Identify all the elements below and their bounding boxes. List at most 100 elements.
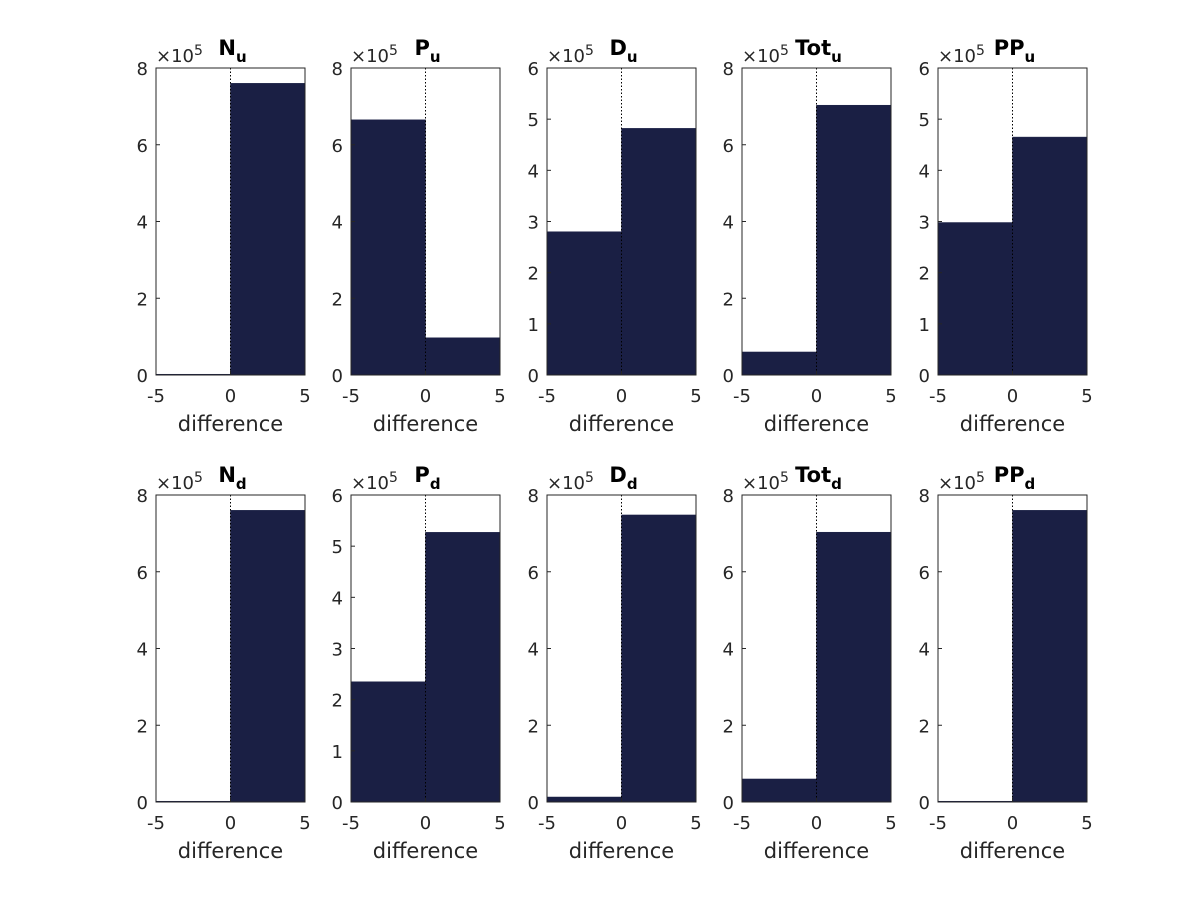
subplot-title-main: N bbox=[218, 36, 236, 60]
y-tick-label: 2 bbox=[723, 289, 734, 310]
y-tick-label: 0 bbox=[919, 793, 930, 814]
y-tick-label: 6 bbox=[137, 136, 148, 157]
x-tick-label: 5 bbox=[690, 386, 701, 407]
y-tick-label: 6 bbox=[723, 563, 734, 584]
y-tick-label: 4 bbox=[528, 640, 539, 661]
x-axis-label: difference bbox=[960, 839, 1065, 863]
y-multiplier-base: ×10 bbox=[742, 473, 780, 494]
y-multiplier-base: ×10 bbox=[351, 473, 389, 494]
subplot-title: Dd bbox=[609, 463, 637, 493]
y-tick-label: 0 bbox=[137, 793, 148, 814]
subplot-title-subscript: u bbox=[1025, 48, 1036, 66]
y-tick-label: 0 bbox=[332, 793, 343, 814]
histogram-bar bbox=[1012, 136, 1088, 376]
subplot-title-main: D bbox=[609, 463, 626, 487]
y-multiplier-exponent: 5 bbox=[194, 470, 203, 486]
subplot-title-subscript: u bbox=[627, 48, 638, 66]
y-tick-label: 4 bbox=[137, 213, 148, 234]
y-tick-label: 2 bbox=[332, 289, 343, 310]
subplot-title: PPd bbox=[994, 463, 1036, 493]
histogram-bar bbox=[350, 119, 426, 376]
histogram-bar bbox=[741, 778, 817, 803]
x-tick-label: -5 bbox=[733, 813, 751, 834]
x-axis-label: difference bbox=[764, 412, 869, 436]
y-multiplier: ×105 bbox=[938, 470, 985, 494]
x-axis-label: difference bbox=[373, 839, 478, 863]
subplot-title: Totd bbox=[795, 463, 842, 493]
y-tick-label: 1 bbox=[919, 315, 930, 336]
y-multiplier: ×105 bbox=[156, 470, 203, 494]
x-tick-label: -5 bbox=[733, 386, 751, 407]
x-tick-label: 0 bbox=[225, 386, 236, 407]
y-multiplier-base: ×10 bbox=[938, 46, 976, 67]
y-tick-label: 4 bbox=[137, 640, 148, 661]
y-tick-label: 2 bbox=[332, 691, 343, 712]
subplot-title-main: PP bbox=[994, 36, 1025, 60]
x-tick-label: 5 bbox=[1081, 813, 1092, 834]
y-tick-label: 6 bbox=[332, 136, 343, 157]
y-multiplier-exponent: 5 bbox=[585, 43, 594, 59]
x-tick-label: -5 bbox=[929, 813, 947, 834]
histogram-bar bbox=[546, 231, 622, 376]
x-tick-label: 0 bbox=[1007, 813, 1018, 834]
y-multiplier: ×105 bbox=[938, 43, 985, 67]
y-tick-label: 1 bbox=[528, 315, 539, 336]
subplot-title-subscript: u bbox=[236, 48, 247, 66]
y-multiplier-base: ×10 bbox=[938, 473, 976, 494]
x-axis-label: difference bbox=[569, 839, 674, 863]
y-tick-label: 3 bbox=[528, 213, 539, 234]
histogram-bar bbox=[425, 337, 501, 376]
y-tick-label: 0 bbox=[919, 366, 930, 387]
subplot-title: Nu bbox=[218, 36, 246, 66]
y-multiplier: ×105 bbox=[351, 470, 398, 494]
y-multiplier-exponent: 5 bbox=[585, 470, 594, 486]
x-axis-label: difference bbox=[764, 839, 869, 863]
histogram-bar bbox=[621, 128, 697, 376]
subplot-title: Du bbox=[609, 36, 637, 66]
subplot-title-main: P bbox=[414, 36, 429, 60]
x-tick-label: 0 bbox=[811, 386, 822, 407]
subplot-title-main: PP bbox=[994, 463, 1025, 487]
y-tick-label: 2 bbox=[919, 716, 930, 737]
x-tick-label: 5 bbox=[494, 386, 505, 407]
histogram-bar bbox=[816, 531, 892, 803]
y-multiplier: ×105 bbox=[547, 43, 594, 67]
y-tick-label: 8 bbox=[528, 486, 539, 507]
y-tick-label: 6 bbox=[723, 136, 734, 157]
y-multiplier-exponent: 5 bbox=[389, 470, 398, 486]
y-multiplier-exponent: 5 bbox=[389, 43, 398, 59]
y-tick-label: 2 bbox=[723, 716, 734, 737]
y-tick-label: 0 bbox=[723, 793, 734, 814]
y-tick-label: 4 bbox=[332, 588, 343, 609]
y-multiplier-base: ×10 bbox=[156, 473, 194, 494]
y-tick-label: 2 bbox=[137, 716, 148, 737]
y-multiplier-exponent: 5 bbox=[194, 43, 203, 59]
y-tick-label: 1 bbox=[332, 742, 343, 763]
subplot-title: Pd bbox=[414, 463, 440, 493]
subplot-title-main: D bbox=[609, 36, 626, 60]
subplot-title-subscript: d bbox=[236, 475, 247, 493]
y-tick-label: 4 bbox=[332, 213, 343, 234]
y-multiplier-base: ×10 bbox=[156, 46, 194, 67]
y-tick-label: 8 bbox=[723, 59, 734, 80]
x-axis-label: difference bbox=[178, 412, 283, 436]
y-tick-label: 4 bbox=[723, 640, 734, 661]
x-tick-label: 5 bbox=[299, 813, 310, 834]
subplot-title-subscript: d bbox=[831, 475, 842, 493]
x-tick-label: -5 bbox=[929, 386, 947, 407]
histogram-bar bbox=[621, 514, 697, 803]
subplot-title-subscript: d bbox=[430, 475, 441, 493]
y-multiplier: ×105 bbox=[742, 43, 789, 67]
y-multiplier: ×105 bbox=[742, 470, 789, 494]
y-tick-label: 8 bbox=[332, 59, 343, 80]
x-tick-label: 0 bbox=[420, 813, 431, 834]
y-tick-label: 6 bbox=[137, 563, 148, 584]
subplot-title: PPu bbox=[994, 36, 1035, 66]
x-tick-label: 5 bbox=[494, 813, 505, 834]
x-tick-label: -5 bbox=[147, 813, 165, 834]
x-tick-label: 0 bbox=[616, 813, 627, 834]
